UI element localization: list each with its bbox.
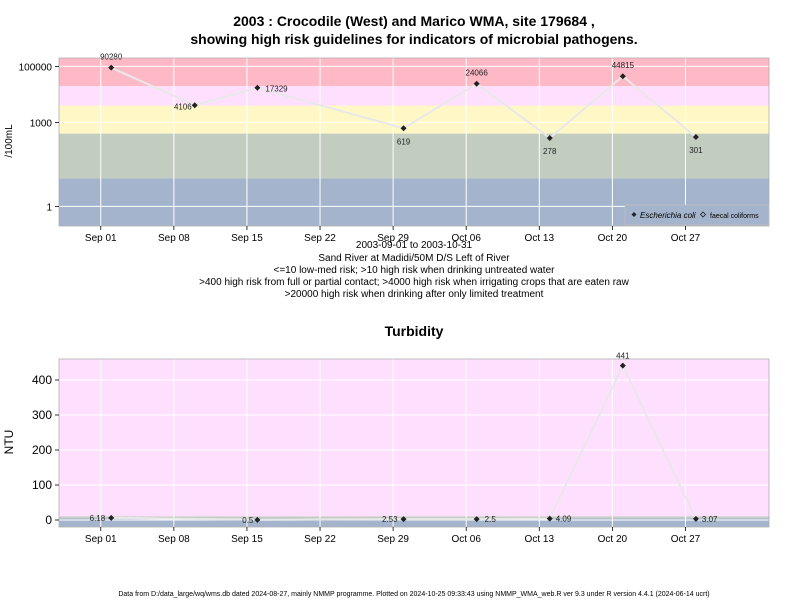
chart1-title-line1: 2003 : Crocodile (West) and Marico WMA, … xyxy=(233,13,595,29)
data-point xyxy=(619,362,626,369)
band-1 xyxy=(59,133,769,179)
data-label: 2.53 xyxy=(382,515,398,524)
data-label: 0.5 xyxy=(242,516,254,525)
x-tick-label: Sep 22 xyxy=(304,534,336,545)
data-label: 278 xyxy=(543,147,557,156)
data-label: 441 xyxy=(616,352,630,361)
band-4 xyxy=(59,58,769,86)
data-point xyxy=(546,134,553,141)
y-tick-label: 1 xyxy=(46,202,52,213)
chart1-caption-line1: 2003-09-01 to 2003-10-31 xyxy=(356,240,473,251)
data-label: 24066 xyxy=(466,69,489,78)
x-tick-label: Sep 01 xyxy=(85,534,117,545)
x-tick-label: Oct 06 xyxy=(451,233,481,244)
data-label: 301 xyxy=(689,146,703,155)
data-point xyxy=(473,516,480,523)
plot-frame xyxy=(58,57,770,227)
legend-ecoli-label: Escherichia coli xyxy=(640,211,696,220)
x-tick-label: Oct 27 xyxy=(671,534,701,545)
y-tick-label: 100000 xyxy=(19,62,53,73)
chart2-ylabel: NTU xyxy=(2,430,16,455)
x-tick-label: Oct 20 xyxy=(598,233,628,244)
chart1-caption-line3: <=10 low-med risk; >10 high risk when dr… xyxy=(274,265,556,276)
legend-faecal-label: faecal coliforms xyxy=(710,213,759,220)
data-label: 17329 xyxy=(265,85,288,94)
data-label: 619 xyxy=(397,137,411,146)
plot-frame xyxy=(58,358,770,528)
data-label: 3.07 xyxy=(702,515,718,524)
x-tick-label: Oct 27 xyxy=(671,233,701,244)
chart1-legend: Escherichia coli faecal coliforms xyxy=(624,204,770,226)
y-tick-label: 300 xyxy=(32,408,52,422)
x-tick-label: Oct 13 xyxy=(525,233,555,244)
data-point xyxy=(108,514,115,521)
data-point xyxy=(473,80,480,87)
data-point xyxy=(254,84,261,91)
x-tick-label: Sep 08 xyxy=(158,534,190,545)
chart1-points: 90280 4106 17329 619 24066 278 44815 301 xyxy=(100,53,703,156)
data-label: 4.09 xyxy=(556,515,572,524)
chart1-caption-line2: Sand River at Madidi/50M D/S Left of Riv… xyxy=(318,253,510,264)
chart1-caption-line5: >20000 high risk when drinking after onl… xyxy=(285,289,544,300)
series-line-0 xyxy=(110,66,697,140)
data-point xyxy=(254,516,261,523)
chart1-series-line xyxy=(110,66,697,140)
x-tick-label: Sep 22 xyxy=(304,233,336,244)
data-point xyxy=(400,125,407,132)
y-tick-label: 0 xyxy=(45,513,52,527)
x-tick-label: Oct 20 xyxy=(598,534,628,545)
chart2-bands xyxy=(59,359,769,527)
chart1-title-line2: showing high risk guidelines for indicat… xyxy=(190,31,637,47)
x-tick-label: Sep 29 xyxy=(377,233,409,244)
y-tick-label: 400 xyxy=(32,373,52,387)
x-tick-label: Sep 15 xyxy=(231,233,263,244)
band-2 xyxy=(59,359,769,517)
chart2-title: Turbidity xyxy=(385,323,444,339)
chart1-caption-line4: >400 high risk from full or partial cont… xyxy=(199,277,629,288)
legend-ecoli-marker xyxy=(631,212,637,217)
chart1-axes: Sep 01 Sep 08 Sep 15 Sep 22 Sep 29 Oct 06 Oct … xyxy=(19,57,770,244)
chart1-risk-bands xyxy=(59,58,769,226)
data-point xyxy=(546,515,553,522)
data-label: 44815 xyxy=(612,61,635,70)
data-label: 90280 xyxy=(100,53,123,62)
band-2 xyxy=(59,105,769,134)
data-label: 2.5 xyxy=(485,515,497,524)
chart2-points: 6.18 0.5 2.53 2.5 4.09 441 3.07 xyxy=(90,352,718,525)
x-tick-label: Oct 13 xyxy=(525,534,555,545)
data-label: 6.18 xyxy=(90,514,106,523)
band-3 xyxy=(59,86,769,106)
x-tick-label: Sep 15 xyxy=(231,534,263,545)
data-point xyxy=(692,515,699,522)
data-point xyxy=(108,64,115,71)
x-tick-label: Oct 06 xyxy=(451,534,481,545)
band-1 xyxy=(59,516,769,519)
data-point xyxy=(400,516,407,523)
y-tick-label: 100 xyxy=(32,478,52,492)
x-tick-label: Sep 01 xyxy=(85,233,117,244)
y-tick-label: 1000 xyxy=(30,118,53,129)
chart1-ylabel: /100mL xyxy=(4,124,15,158)
chart2-axes: Sep 01 Sep 08 Sep 15 Sep 22 Sep 29 Oct 06 Oct … xyxy=(32,358,770,545)
data-label: 4106 xyxy=(174,102,192,111)
legend-faecal-marker xyxy=(699,211,707,218)
data-point xyxy=(692,134,699,141)
band-0 xyxy=(59,518,769,527)
data-point xyxy=(619,73,626,80)
data-point xyxy=(191,102,198,109)
y-tick-label: 200 xyxy=(32,443,52,457)
x-tick-label: Sep 08 xyxy=(158,233,190,244)
footer-note: Data from D:/data_large/wq/wms.db dated … xyxy=(118,591,709,598)
x-tick-label: Sep 29 xyxy=(377,534,409,545)
